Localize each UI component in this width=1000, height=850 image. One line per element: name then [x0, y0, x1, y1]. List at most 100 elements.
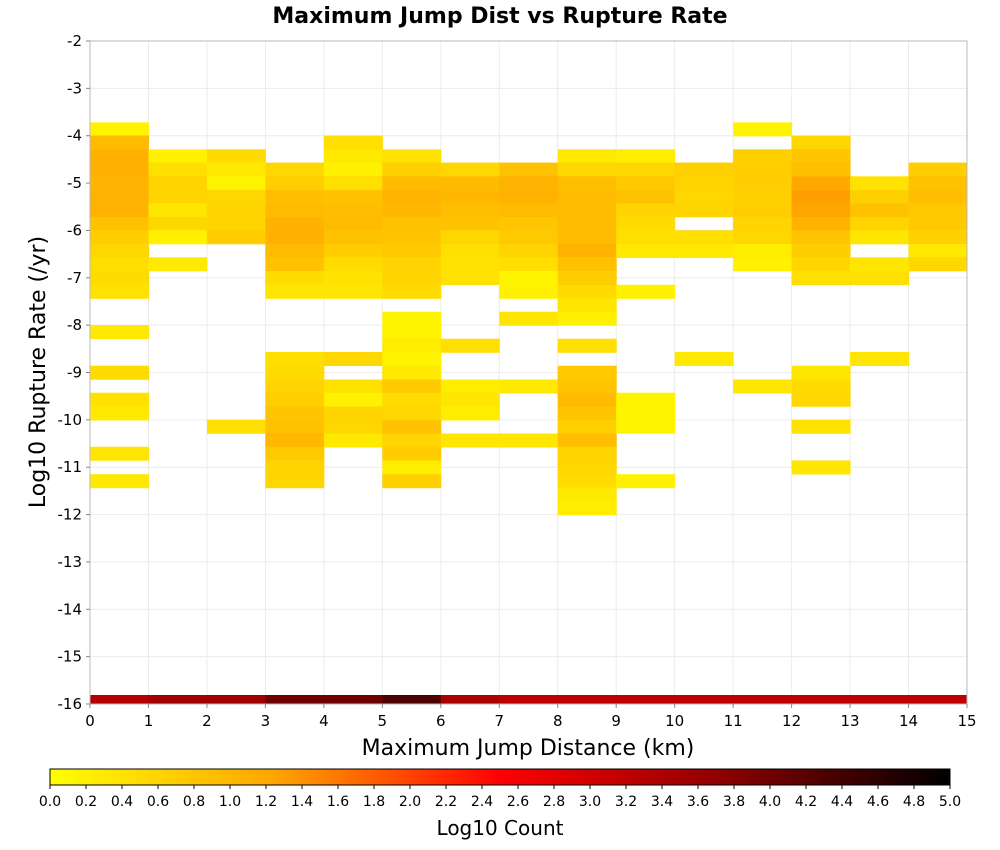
- heatmap-cell: [499, 176, 559, 191]
- heatmap-cell: [265, 203, 325, 218]
- heatmap-cell: [850, 190, 910, 205]
- y-tick-label: -15: [58, 648, 83, 666]
- y-tick-label: -10: [58, 411, 83, 429]
- heatmap-cell: [382, 419, 442, 434]
- heatmap-cell: [323, 433, 383, 448]
- heatmap-cell: [499, 190, 559, 205]
- heatmap-cell: [557, 203, 617, 218]
- heatmap-cell: [616, 392, 676, 407]
- heatmap-cell: [440, 217, 500, 232]
- heatmap-cell: [499, 257, 559, 272]
- heatmap-cell: [791, 244, 851, 259]
- heatmap-cell: [440, 406, 500, 421]
- colorbar-tick-label: 0.6: [147, 794, 169, 810]
- heatmap-cell: [148, 217, 208, 232]
- bottom-strip-cell: [499, 695, 968, 704]
- heatmap-cell: [499, 311, 559, 326]
- heatmap-cell: [323, 244, 383, 259]
- heatmap-cell: [90, 325, 149, 340]
- heatmap-cell: [674, 190, 734, 205]
- heatmap-cell: [557, 176, 617, 191]
- heatmap-cell: [265, 284, 325, 299]
- heatmap-cell: [733, 122, 793, 137]
- heatmap-cell: [850, 176, 910, 191]
- y-tick-label: -12: [58, 506, 83, 524]
- heatmap-cell: [265, 419, 325, 434]
- colorbar-tick-label: 1.6: [327, 794, 349, 810]
- y-tick-label: -5: [67, 174, 82, 192]
- heatmap-cell: [557, 230, 617, 245]
- heatmap-cell: [265, 271, 325, 286]
- heatmap-cell: [850, 203, 910, 218]
- colorbar-tick-label: 3.6: [687, 794, 709, 810]
- heatmap-cell: [616, 244, 676, 259]
- heatmap-cell: [265, 446, 325, 461]
- heatmap-cell: [440, 257, 500, 272]
- heatmap-cell: [382, 460, 442, 475]
- heatmap-cell: [382, 474, 442, 489]
- heatmap-cell: [791, 203, 851, 218]
- colorbar-tick-label: 5.0: [939, 794, 961, 810]
- heatmap-cell: [323, 379, 383, 394]
- heatmap-cell: [90, 135, 149, 150]
- heatmap-cell: [323, 203, 383, 218]
- heatmap-cell: [908, 203, 968, 218]
- bottom-strip-cell: [148, 695, 266, 704]
- heatmap-cell: [90, 162, 149, 177]
- heatmap-cell: [90, 474, 149, 489]
- colorbar-tick-label: 1.4: [291, 794, 313, 810]
- heatmap-cell: [499, 230, 559, 245]
- heatmap-cell: [440, 392, 500, 407]
- bottom-strip-cell: [265, 695, 383, 704]
- colorbar: [49, 768, 951, 786]
- heatmap-cell: [440, 433, 500, 448]
- colorbar-tick-label: 2.2: [435, 794, 457, 810]
- heatmap-cell: [323, 176, 383, 191]
- heatmap-cell: [557, 338, 617, 353]
- heatmap-cell: [323, 284, 383, 299]
- heatmap-cell: [323, 257, 383, 272]
- heatmap-cell: [499, 244, 559, 259]
- heatmap-cell: [265, 190, 325, 205]
- heatmap-cell: [90, 217, 149, 232]
- heatmap-cell: [90, 271, 149, 286]
- heatmap-cell: [265, 257, 325, 272]
- heatmap-cell: [265, 379, 325, 394]
- heatmap-cell: [148, 230, 208, 245]
- heatmap-cell: [90, 190, 149, 205]
- heatmap-cell: [557, 311, 617, 326]
- heatmap-cell: [206, 162, 266, 177]
- heatmap-cell: [791, 379, 851, 394]
- heatmap-cell: [148, 149, 208, 164]
- heatmap-cell: [382, 392, 442, 407]
- heatmap-cell: [382, 176, 442, 191]
- heatmap-cell: [440, 190, 500, 205]
- heatmap-cell: [557, 501, 617, 516]
- heatmap-cell: [90, 446, 149, 461]
- x-tick-label: 5: [378, 712, 388, 730]
- heatmap-cell: [206, 149, 266, 164]
- colorbar-tick-label: 3.4: [651, 794, 673, 810]
- heatmap-cell: [850, 257, 910, 272]
- heatmap-cell: [323, 135, 383, 150]
- heatmap-cell: [791, 176, 851, 191]
- heatmap-cell: [90, 122, 149, 137]
- heatmap-cell: [791, 365, 851, 380]
- heatmap-cell: [557, 474, 617, 489]
- heatmap-cell: [499, 203, 559, 218]
- heatmap-cell: [557, 379, 617, 394]
- heatmap-cell: [440, 338, 500, 353]
- heatmap-cell: [791, 135, 851, 150]
- heatmap-cell: [499, 433, 559, 448]
- heatmap-cell: [733, 149, 793, 164]
- heatmap-cell: [616, 149, 676, 164]
- heatmap-cell: [323, 406, 383, 421]
- x-tick-label: 8: [553, 712, 563, 730]
- heatmap-cell: [674, 352, 734, 367]
- colorbar-ticks: 0.0 0.2 0.4 0.6 0.8 1.0 1.2 1.4 1.6 1.8 2.0 2.2 2.4 2…: [39, 785, 961, 810]
- heatmap-cell: [616, 474, 676, 489]
- heatmap-cell: [90, 149, 149, 164]
- heatmap-cell: [206, 203, 266, 218]
- heatmap-cell: [616, 406, 676, 421]
